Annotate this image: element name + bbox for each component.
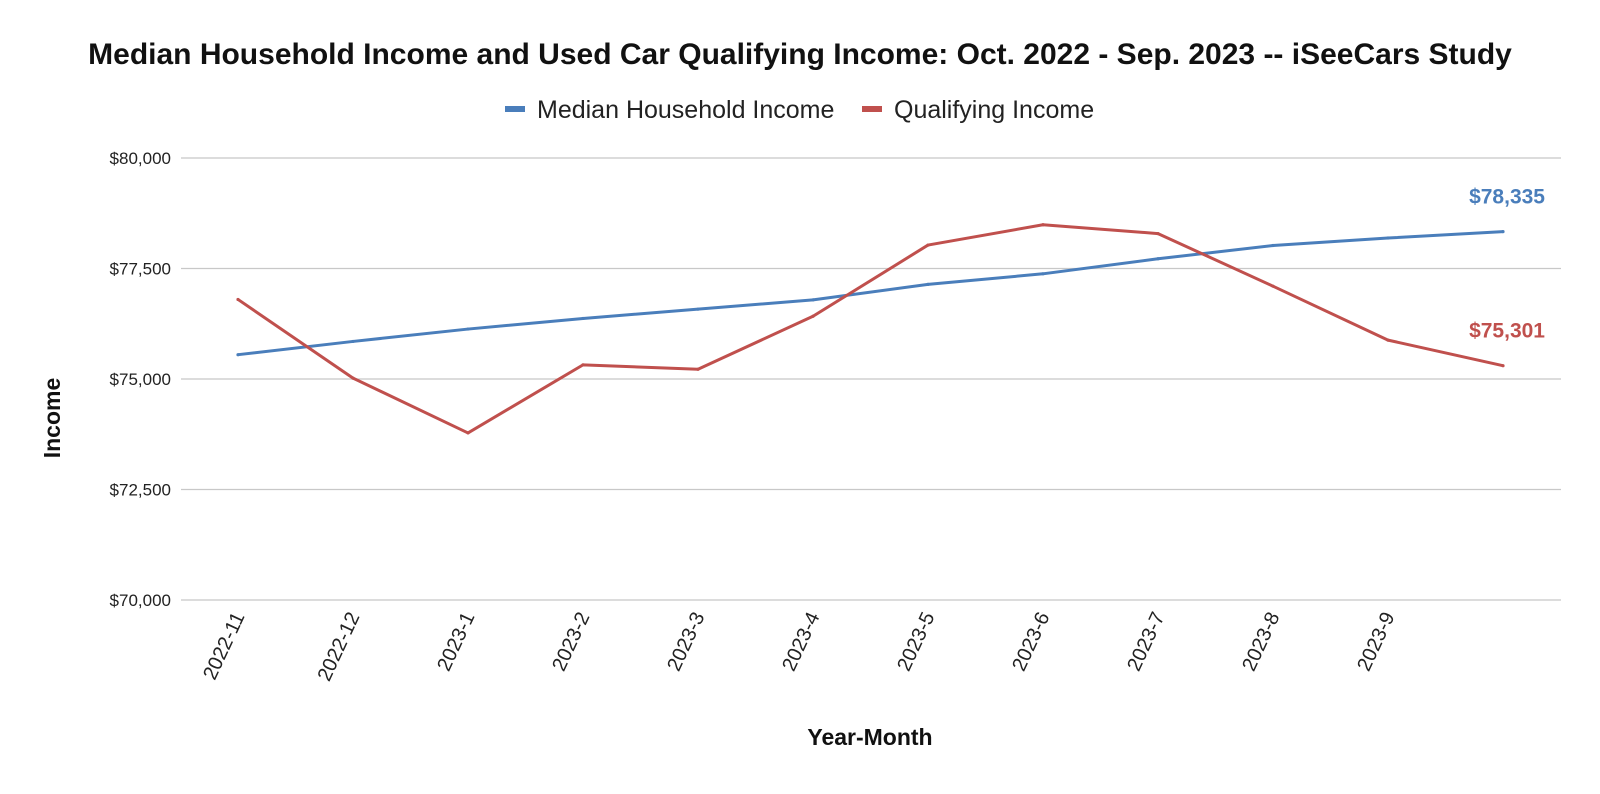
series-line-median [237, 230, 1504, 357]
y-axis-ticks: $70,000 $72,500 $75,000 $77,500 $80,000 [110, 149, 171, 610]
y-tick-label: $70,000 [110, 591, 171, 610]
x-tick-label: 2023-2 [548, 609, 594, 675]
data-point-median [1501, 229, 1505, 234]
x-tick-label: 2022-12 [314, 609, 365, 685]
data-point-median [1271, 243, 1275, 248]
data-point-qualifying [1041, 223, 1045, 227]
x-tick-label: 2023-5 [893, 609, 939, 675]
data-point-qualifying [1271, 284, 1275, 288]
legend-swatch-median [505, 106, 525, 112]
data-point-qualifying [1156, 231, 1160, 236]
data-point-qualifying [1386, 338, 1390, 342]
x-tick-label: 2023-8 [1238, 609, 1284, 675]
y-tick-label: $72,500 [110, 481, 171, 500]
data-point-median [581, 316, 585, 321]
data-point-qualifying [351, 376, 355, 380]
data-point-median [236, 353, 240, 357]
data-point-median [466, 327, 470, 331]
data-point-qualifying [466, 431, 470, 435]
x-tick-label: 2023-9 [1353, 609, 1399, 675]
data-point-qualifying [811, 314, 815, 318]
chart-title: Median Household Income and Used Car Qua… [88, 38, 1512, 71]
data-point-qualifying [1501, 364, 1505, 368]
x-tick-label: 2023-3 [663, 609, 709, 675]
x-axis-title: Year-Month [807, 724, 932, 750]
data-point-qualifying [236, 297, 240, 302]
data-point-median [1386, 236, 1390, 240]
series-lines [236, 223, 1505, 435]
data-point-qualifying [581, 363, 585, 367]
series-line-qualifying [237, 223, 1504, 435]
y-tick-label: $77,500 [110, 260, 171, 279]
legend: Median Household Income Qualifying Incom… [505, 96, 1094, 124]
legend-label-median: Median Household Income [537, 96, 834, 124]
gridlines [181, 157, 1561, 601]
x-tick-label: 2023-1 [433, 609, 479, 675]
x-tick-label: 2023-4 [778, 609, 824, 675]
end-label-qualifying: $75,301 [1469, 320, 1545, 343]
legend-swatch-qualifying [862, 106, 882, 112]
x-tick-label: 2023-7 [1123, 609, 1169, 675]
y-axis-title: Income [39, 378, 65, 459]
legend-label-qualifying: Qualifying Income [894, 96, 1094, 124]
x-axis-ticks: 2022-11 2022-12 2023-1 2023-2 2023-3 2023-4 20… [199, 609, 1399, 685]
data-point-median [696, 307, 700, 311]
x-tick-label: 2023-6 [1008, 609, 1054, 675]
y-tick-label: $75,000 [110, 370, 171, 389]
data-point-median [351, 339, 355, 344]
data-point-median [811, 298, 815, 302]
data-point-qualifying [696, 367, 700, 371]
end-label-median: $78,335 [1469, 186, 1545, 209]
x-tick-label: 2022-11 [199, 609, 249, 683]
y-tick-label: $80,000 [110, 149, 171, 168]
data-point-median [1041, 272, 1045, 276]
data-point-median [926, 282, 930, 287]
data-point-median [1156, 257, 1160, 261]
data-point-qualifying [926, 243, 930, 247]
